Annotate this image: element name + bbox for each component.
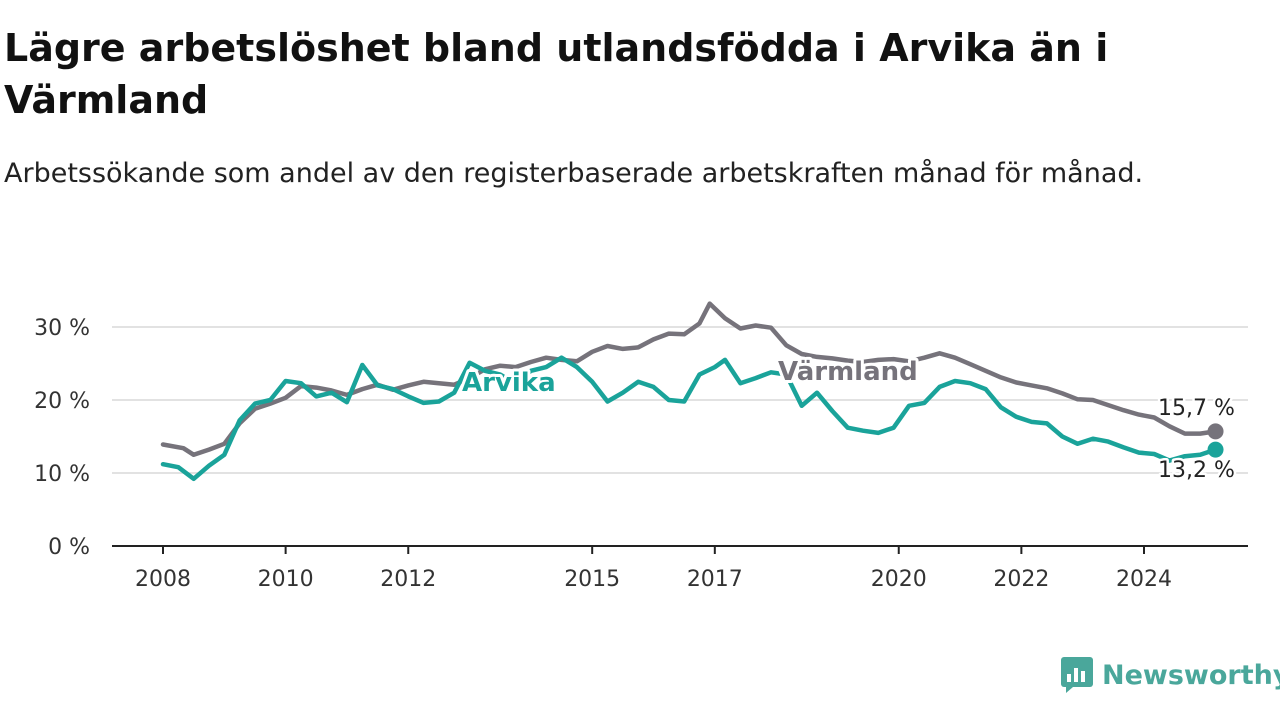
x-tick-label: 2015	[564, 567, 620, 592]
series-lines	[160, 301, 1224, 482]
y-tick-label: 20 %	[34, 389, 90, 414]
x-tick-label: 2024	[1116, 567, 1172, 592]
chart-title: Lägre arbetslöshet bland utlandsfödda i …	[4, 26, 1109, 122]
varmland-end-value: 15,7 %	[1158, 396, 1235, 421]
y-axis: 0 % 10 % 20 % 30 %	[34, 316, 90, 560]
arvika-label-halo: Arvika	[462, 368, 556, 398]
varmland-label-halo: Värmland	[778, 357, 918, 387]
newsworthy-logo-icon	[1061, 657, 1093, 693]
x-tick-label: 2008	[135, 567, 191, 592]
y-tick-label: 0 %	[48, 535, 90, 560]
varmland-line	[160, 301, 1218, 458]
arvika-end-marker	[1207, 441, 1224, 458]
arvika-end-value: 13,2 %	[1158, 458, 1235, 483]
varmland-end-value-halo: 15,7 %	[1158, 396, 1235, 421]
x-tick-label: 2022	[993, 567, 1049, 592]
chart-subtitle: Arbetssökande som andel av den registerb…	[4, 158, 1144, 189]
y-tick-label: 30 %	[34, 316, 90, 341]
x-tick-label: 2010	[258, 567, 314, 592]
varmland-end-marker	[1207, 423, 1224, 440]
y-tick-label: 10 %	[34, 462, 90, 487]
brand-name: Newsworthy	[1102, 659, 1280, 691]
arvika-line	[160, 355, 1218, 482]
x-axis: 2008 2010 2012 2015 2017 2020 2022 2024	[112, 545, 1248, 592]
arvika-end-value-halo: 13,2 %	[1158, 458, 1235, 483]
varmland-label: Värmland	[778, 357, 918, 387]
x-tick-label: 2012	[380, 567, 436, 592]
x-tick-label: 2017	[687, 567, 743, 592]
x-tick-label: 2020	[871, 567, 927, 592]
arvika-label: Arvika	[462, 368, 556, 398]
newsworthy-logo: Newsworthy	[1060, 655, 1280, 695]
